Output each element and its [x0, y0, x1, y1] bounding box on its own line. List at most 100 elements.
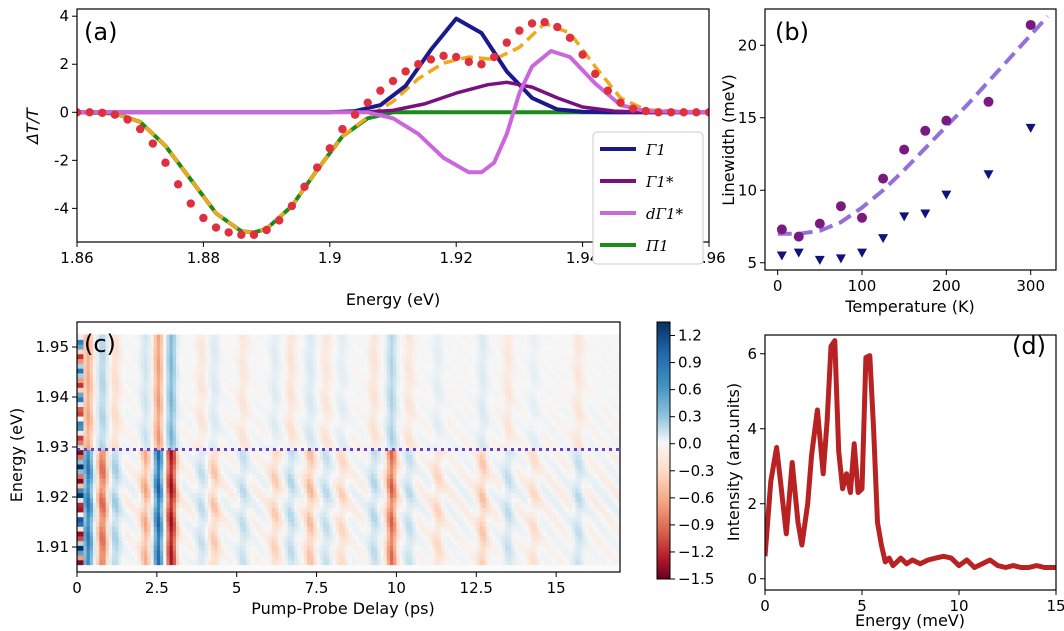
heatmap-cell — [268, 473, 273, 479]
heatmap-cell — [169, 492, 174, 498]
heatmap-cell — [307, 435, 311, 441]
heatmap-cell — [201, 463, 206, 470]
heatmap-cell — [182, 511, 187, 518]
heatmap-cell — [153, 492, 158, 498]
heatmap-cell — [239, 550, 244, 556]
heatmap-cell — [201, 449, 206, 455]
heatmap-cell — [278, 559, 282, 566]
heatmap-cell — [259, 497, 263, 503]
heatmap-cell — [259, 396, 263, 403]
heatmap-cell — [380, 535, 385, 542]
heatmap-cell — [93, 507, 97, 513]
heatmap-cell — [112, 372, 116, 379]
heatmap-cell — [252, 425, 257, 431]
heatmap-cell — [102, 425, 107, 431]
heatmap-cell — [313, 516, 318, 522]
heatmap-cell — [259, 502, 263, 508]
heatmap-cell — [396, 348, 401, 355]
heatmap-cell — [249, 526, 254, 532]
heatmap-cell — [386, 377, 391, 383]
heatmap-cell — [281, 416, 286, 422]
heatmap-cell — [287, 531, 292, 537]
heatmap-cell — [214, 526, 219, 532]
heatmap-cell — [262, 382, 267, 388]
heatmap-cell — [124, 420, 129, 427]
heatmap-cell — [147, 468, 152, 475]
heatmap-cell — [176, 550, 180, 556]
heatmap-cell — [396, 449, 401, 455]
heatmap-cell — [345, 511, 350, 518]
heatmap-cell — [147, 420, 152, 427]
heatmap-cell — [364, 401, 369, 407]
heatmap-cell — [105, 540, 110, 546]
heatmap-cell — [102, 334, 107, 340]
heatmap-cell — [278, 487, 282, 494]
heatmap-cell — [252, 540, 257, 546]
heatmap-cell — [204, 507, 209, 513]
heatmap-cell — [223, 449, 228, 455]
heatmap-cell — [217, 545, 222, 551]
heatmap-cell — [134, 516, 139, 522]
heatmap-cell — [386, 368, 391, 374]
heatmap-cell — [374, 526, 378, 532]
heatmap-cell — [227, 468, 231, 475]
heatmap-cell — [166, 420, 171, 427]
heatmap-cell — [160, 511, 164, 518]
heatmap-cell — [383, 459, 388, 465]
heatmap-cell — [364, 463, 369, 470]
heatmap-cell — [223, 430, 228, 436]
heatmap-cell — [313, 554, 318, 561]
heatmap-cell — [99, 459, 104, 465]
heatmap-cell — [204, 516, 209, 522]
heatmap-cell — [393, 377, 397, 383]
heatmap-cell — [284, 454, 289, 460]
heatmap-cell — [281, 406, 286, 412]
heatmap-cell — [112, 473, 116, 479]
heatmap-cell — [121, 435, 126, 441]
heatmap-cell — [377, 540, 381, 546]
heatmap-cell — [351, 550, 356, 556]
heatmap-cell — [294, 368, 298, 374]
heatmap-cell — [179, 372, 183, 379]
heatmap-cell — [137, 368, 142, 374]
heatmap-cell — [322, 382, 327, 388]
heatmap-cell — [268, 425, 273, 431]
heatmap-cell — [134, 430, 139, 436]
heatmap-cell — [96, 435, 100, 441]
heatmap-cell — [374, 439, 378, 446]
heatmap-cell — [259, 492, 263, 498]
heatmap-cell — [326, 396, 330, 403]
heatmap-cell — [134, 540, 139, 546]
heatmap-cell — [124, 526, 129, 532]
heatmap-cell — [383, 535, 388, 542]
heatmap-cell — [147, 449, 152, 455]
heatmap-cell — [361, 334, 366, 340]
heatmap-cell — [188, 554, 193, 561]
heatmap-cell — [370, 483, 375, 489]
heatmap-cell — [294, 420, 298, 427]
heatmap-cell — [227, 401, 231, 407]
heatmap-cell — [147, 521, 152, 527]
heatmap-cell — [243, 387, 247, 393]
heatmap-cell — [329, 478, 334, 484]
heatmap-cell — [134, 483, 139, 489]
heatmap-cell — [335, 550, 340, 556]
heatmap-cell — [214, 531, 219, 537]
heatmap-cell — [393, 430, 397, 436]
heatmap-cell — [393, 420, 397, 427]
heatmap-cell — [291, 511, 295, 518]
heatmap-cell — [77, 420, 81, 427]
heatmap-cell — [96, 411, 100, 417]
heatmap-cell — [153, 545, 158, 551]
heatmap-cell — [86, 492, 91, 498]
heatmap-cell — [351, 406, 356, 412]
heatmap-cell — [265, 406, 270, 412]
heatmap-cell — [386, 411, 391, 417]
heatmap-cell — [249, 559, 254, 566]
heatmap-cell — [374, 435, 378, 441]
heatmap-cell — [259, 526, 263, 532]
heatmap-cell — [313, 473, 318, 479]
heatmap-cell — [307, 521, 311, 527]
heatmap-cell — [255, 531, 260, 537]
heatmap-cell — [239, 554, 244, 561]
